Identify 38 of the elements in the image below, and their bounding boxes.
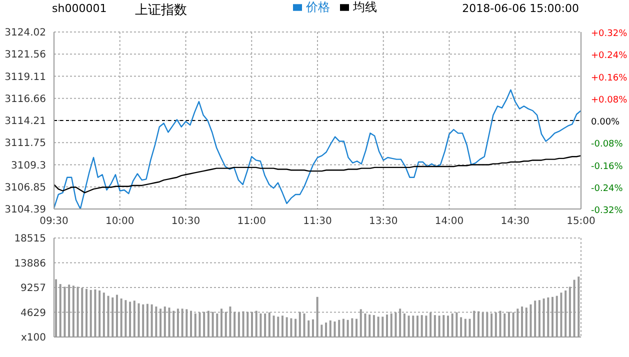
y2-tick-label: +0.24% — [591, 51, 628, 62]
y-tick-label: 4629 — [20, 308, 46, 319]
y2-tick-label: -0.08% — [591, 140, 624, 150]
y-tick-label: 3111.75 — [4, 138, 46, 150]
y-tick-label: x100 — [20, 332, 46, 344]
x-tick-label: 11:00 — [237, 216, 266, 228]
y-tick-label: 3116.66 — [4, 94, 46, 105]
y-tick-label: 3114.21 — [4, 116, 46, 128]
x-tick-label: 11:30 — [303, 216, 332, 228]
y2-tick-label: +0.08% — [591, 95, 628, 106]
y2-tick-label: +0.16% — [591, 73, 628, 84]
x-tick-label: 13:30 — [368, 216, 398, 228]
y-tick-label: 3109.3 — [11, 160, 46, 172]
y2-tick-label: -0.24% — [591, 184, 624, 194]
y-tick-label: 3104.39 — [4, 204, 46, 216]
y2-tick-label: 0.00% — [591, 118, 620, 128]
x-tick-label: 10:30 — [171, 216, 200, 228]
x-tick-label: 09:30 — [40, 216, 68, 228]
y-tick-label: 3106.85 — [4, 182, 46, 194]
y-tick-label: 3119.11 — [4, 72, 46, 83]
chart-subtitle: sh000001 — [52, 2, 107, 15]
x-tick-label: 14:00 — [434, 216, 464, 228]
legend-label: 均线 — [353, 0, 377, 14]
y2-tick-label: -0.32% — [591, 206, 624, 216]
chart-title: 上证指数 — [135, 2, 187, 19]
y-tick-label: 9257 — [20, 283, 46, 294]
x-tick-label: 15:00 — [566, 216, 596, 228]
text: 2018-06-06 15:00:00 — [462, 2, 579, 15]
x-tick-label: 10:00 — [105, 216, 134, 228]
y2-tick-label: -0.16% — [591, 162, 624, 172]
legend-label: 价格 — [306, 0, 330, 14]
y-tick-label: 3121.56 — [4, 50, 46, 61]
line-series — [53, 155, 582, 194]
y-tick-label: 3124.02 — [4, 28, 46, 39]
y-tick-label: 18515 — [14, 234, 46, 245]
x-tick-label: 14:30 — [500, 216, 530, 228]
y2-tick-label: +0.32% — [591, 29, 628, 39]
y-tick-label: 13886 — [14, 258, 46, 270]
